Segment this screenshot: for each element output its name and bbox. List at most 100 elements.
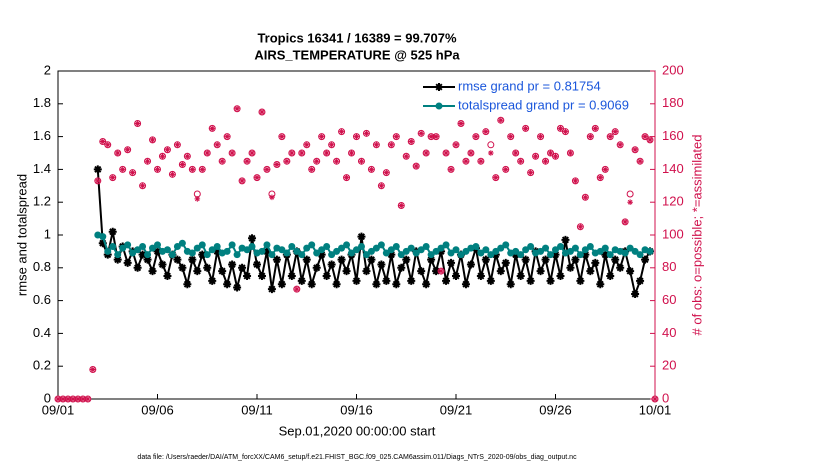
point: [307, 280, 316, 289]
point: [317, 250, 326, 259]
obs-possible: [437, 267, 445, 275]
obs-assimilated: [259, 109, 265, 115]
point: [517, 251, 525, 259]
obs-possible: [308, 165, 316, 173]
obs-assimilated: [353, 133, 360, 140]
point: [417, 246, 425, 254]
obs-assimilated: [279, 133, 285, 140]
obs-assimilated: [642, 133, 648, 140]
obs-possible: [542, 157, 550, 165]
point: [293, 247, 301, 255]
obs-possible: [636, 157, 644, 165]
point: [382, 249, 390, 257]
point: [213, 247, 222, 256]
point: [641, 255, 650, 264]
obs-assimilated: [512, 150, 519, 156]
point: [173, 255, 182, 264]
point: [253, 260, 261, 269]
obs-assimilated: [298, 150, 305, 156]
point: [133, 263, 142, 272]
obs-assimilated: [597, 174, 604, 181]
obs-assimilated: [418, 130, 424, 137]
y-tick-label: 0.6: [33, 292, 51, 307]
obs-assimilated: [60, 396, 66, 402]
point: [492, 247, 500, 255]
obs-assimilated: [587, 133, 594, 140]
obs-assimilated: [204, 150, 211, 156]
obs-possible: [576, 223, 584, 231]
point: [362, 267, 371, 276]
point: [462, 247, 470, 255]
point: [435, 102, 443, 110]
obs-possible: [183, 152, 191, 160]
point: [392, 280, 401, 289]
obs-assimilated: [129, 169, 136, 176]
obs-assimilated: [527, 169, 534, 176]
point: [208, 276, 217, 285]
obs-assimilated: [104, 142, 111, 148]
obs-assimilated: [622, 219, 628, 225]
obs-assimilated: [607, 133, 614, 140]
point: [621, 249, 629, 257]
obs-assimilated: [348, 150, 355, 156]
point: [258, 247, 266, 255]
obs-possible: [213, 141, 221, 149]
obs-possible: [293, 285, 301, 293]
point: [203, 263, 212, 272]
point: [357, 242, 365, 250]
obs-assimilated: [363, 130, 370, 137]
obs-assimilated: [557, 125, 564, 132]
y2-axis-label: # of obs: o=possible; *=assimilated: [689, 135, 704, 336]
obs-assimilated: [443, 150, 449, 156]
point: [134, 246, 142, 254]
point: [353, 246, 360, 254]
obs-possible: [338, 128, 346, 136]
point: [357, 232, 366, 241]
point: [372, 280, 381, 289]
obs-possible: [631, 146, 639, 154]
obs-possible: [571, 177, 579, 185]
y2-tick-label: 120: [662, 194, 684, 209]
point: [288, 242, 296, 250]
obs-possible: [248, 149, 256, 157]
point: [243, 246, 251, 254]
obs-assimilated: [199, 166, 206, 173]
obs-possible: [552, 152, 559, 160]
y-tick-label: 1.8: [33, 95, 51, 110]
point: [113, 255, 122, 264]
point: [272, 255, 281, 264]
point: [109, 242, 117, 250]
obs-possible: [407, 138, 415, 146]
point: [576, 276, 585, 285]
obs-possible: [616, 141, 624, 149]
legend-label: totalspread grand pr = 0.9069: [458, 97, 629, 112]
obs-assimilated: [433, 133, 439, 140]
obs-possible: [507, 133, 515, 141]
obs-assimilated: [388, 142, 395, 148]
obs-assimilated: [343, 174, 350, 181]
obs-possible: [377, 182, 385, 190]
point: [372, 244, 380, 252]
obs-assimilated: [244, 158, 250, 164]
y-tick-label: 1: [44, 226, 51, 241]
point: [149, 244, 157, 252]
obs-possible: [198, 165, 206, 173]
obs-assimilated: [592, 125, 599, 132]
obs-possible: [477, 157, 485, 165]
obs-possible: [362, 129, 370, 137]
point: [552, 246, 559, 254]
obs-possible: [333, 157, 341, 165]
obs-possible: [392, 133, 400, 141]
y-tick-label: 1.6: [33, 128, 51, 143]
obs-assimilated: [468, 150, 474, 156]
obs-possible: [566, 149, 574, 157]
point: [611, 255, 620, 264]
point: [526, 276, 535, 285]
point: [138, 250, 147, 259]
obs-assimilated: [75, 396, 81, 402]
point: [129, 249, 137, 257]
point: [447, 258, 456, 267]
point: [313, 249, 321, 257]
obs-possible: [641, 133, 649, 141]
obs-possible: [328, 141, 336, 149]
